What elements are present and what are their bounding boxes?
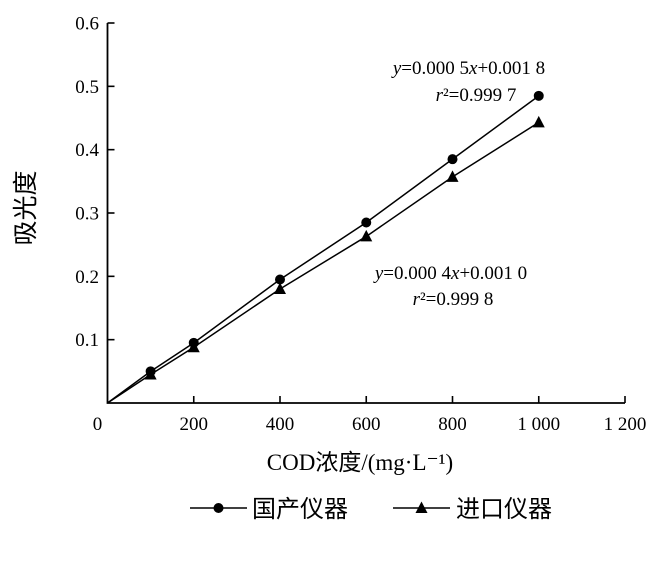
x-tick-label: 800 [438, 414, 467, 435]
data-point-triangle [360, 229, 373, 242]
x-tick-label: 1 000 [517, 414, 560, 435]
data-point-circle [533, 90, 544, 101]
y-tick-label: 0.1 [75, 330, 99, 351]
equation-label: y=0.000 4x+0.001 0 [373, 263, 527, 284]
data-point-triangle [144, 368, 157, 380]
data-point-triangle [187, 340, 200, 353]
x-tick-label: 200 [180, 414, 209, 435]
x-tick-label: 600 [352, 414, 381, 435]
x-tick-label: 1 200 [604, 414, 647, 435]
y-tick-label: 0.6 [75, 14, 99, 35]
axis-frame [106, 23, 625, 404]
data-point-circle [447, 154, 458, 165]
data-point-circle [361, 217, 372, 228]
legend: 国产仪器 进口仪器 [190, 496, 552, 523]
y-axis-title: 吸光度 [12, 170, 40, 245]
data-point-triangle [532, 115, 545, 128]
x-tick-label: 400 [266, 414, 295, 435]
y-tick-label: 0.5 [75, 77, 99, 98]
legend-marker-circle [213, 503, 224, 513]
y-tick-label: 0.4 [75, 140, 99, 161]
equation-label: r²=0.999 8 [413, 289, 494, 310]
data-point-triangle [446, 170, 459, 182]
equation-label: r²=0.999 7 [436, 85, 517, 106]
equation-label: y=0.000 5x+0.001 8 [391, 58, 545, 79]
legend-label: 国产仪器 [252, 496, 348, 523]
data-point-circle [275, 274, 285, 285]
x-axis-title: COD浓度/(mg·L⁻¹) [267, 450, 453, 475]
y-tick-label: 0.2 [75, 267, 99, 288]
y-tick-label: 0.3 [75, 204, 99, 225]
series-line-domestic-instrument [107, 95, 540, 404]
legend-marker-triangle [415, 501, 428, 513]
legend-label: 进口仪器 [456, 497, 552, 523]
data-point-triangle [274, 282, 286, 294]
legend-item-imported-instrument: 进口仪器 [393, 497, 552, 523]
x-tick-label: 0 [93, 414, 103, 435]
legend-item-domestic-instrument: 国产仪器 [190, 496, 348, 523]
